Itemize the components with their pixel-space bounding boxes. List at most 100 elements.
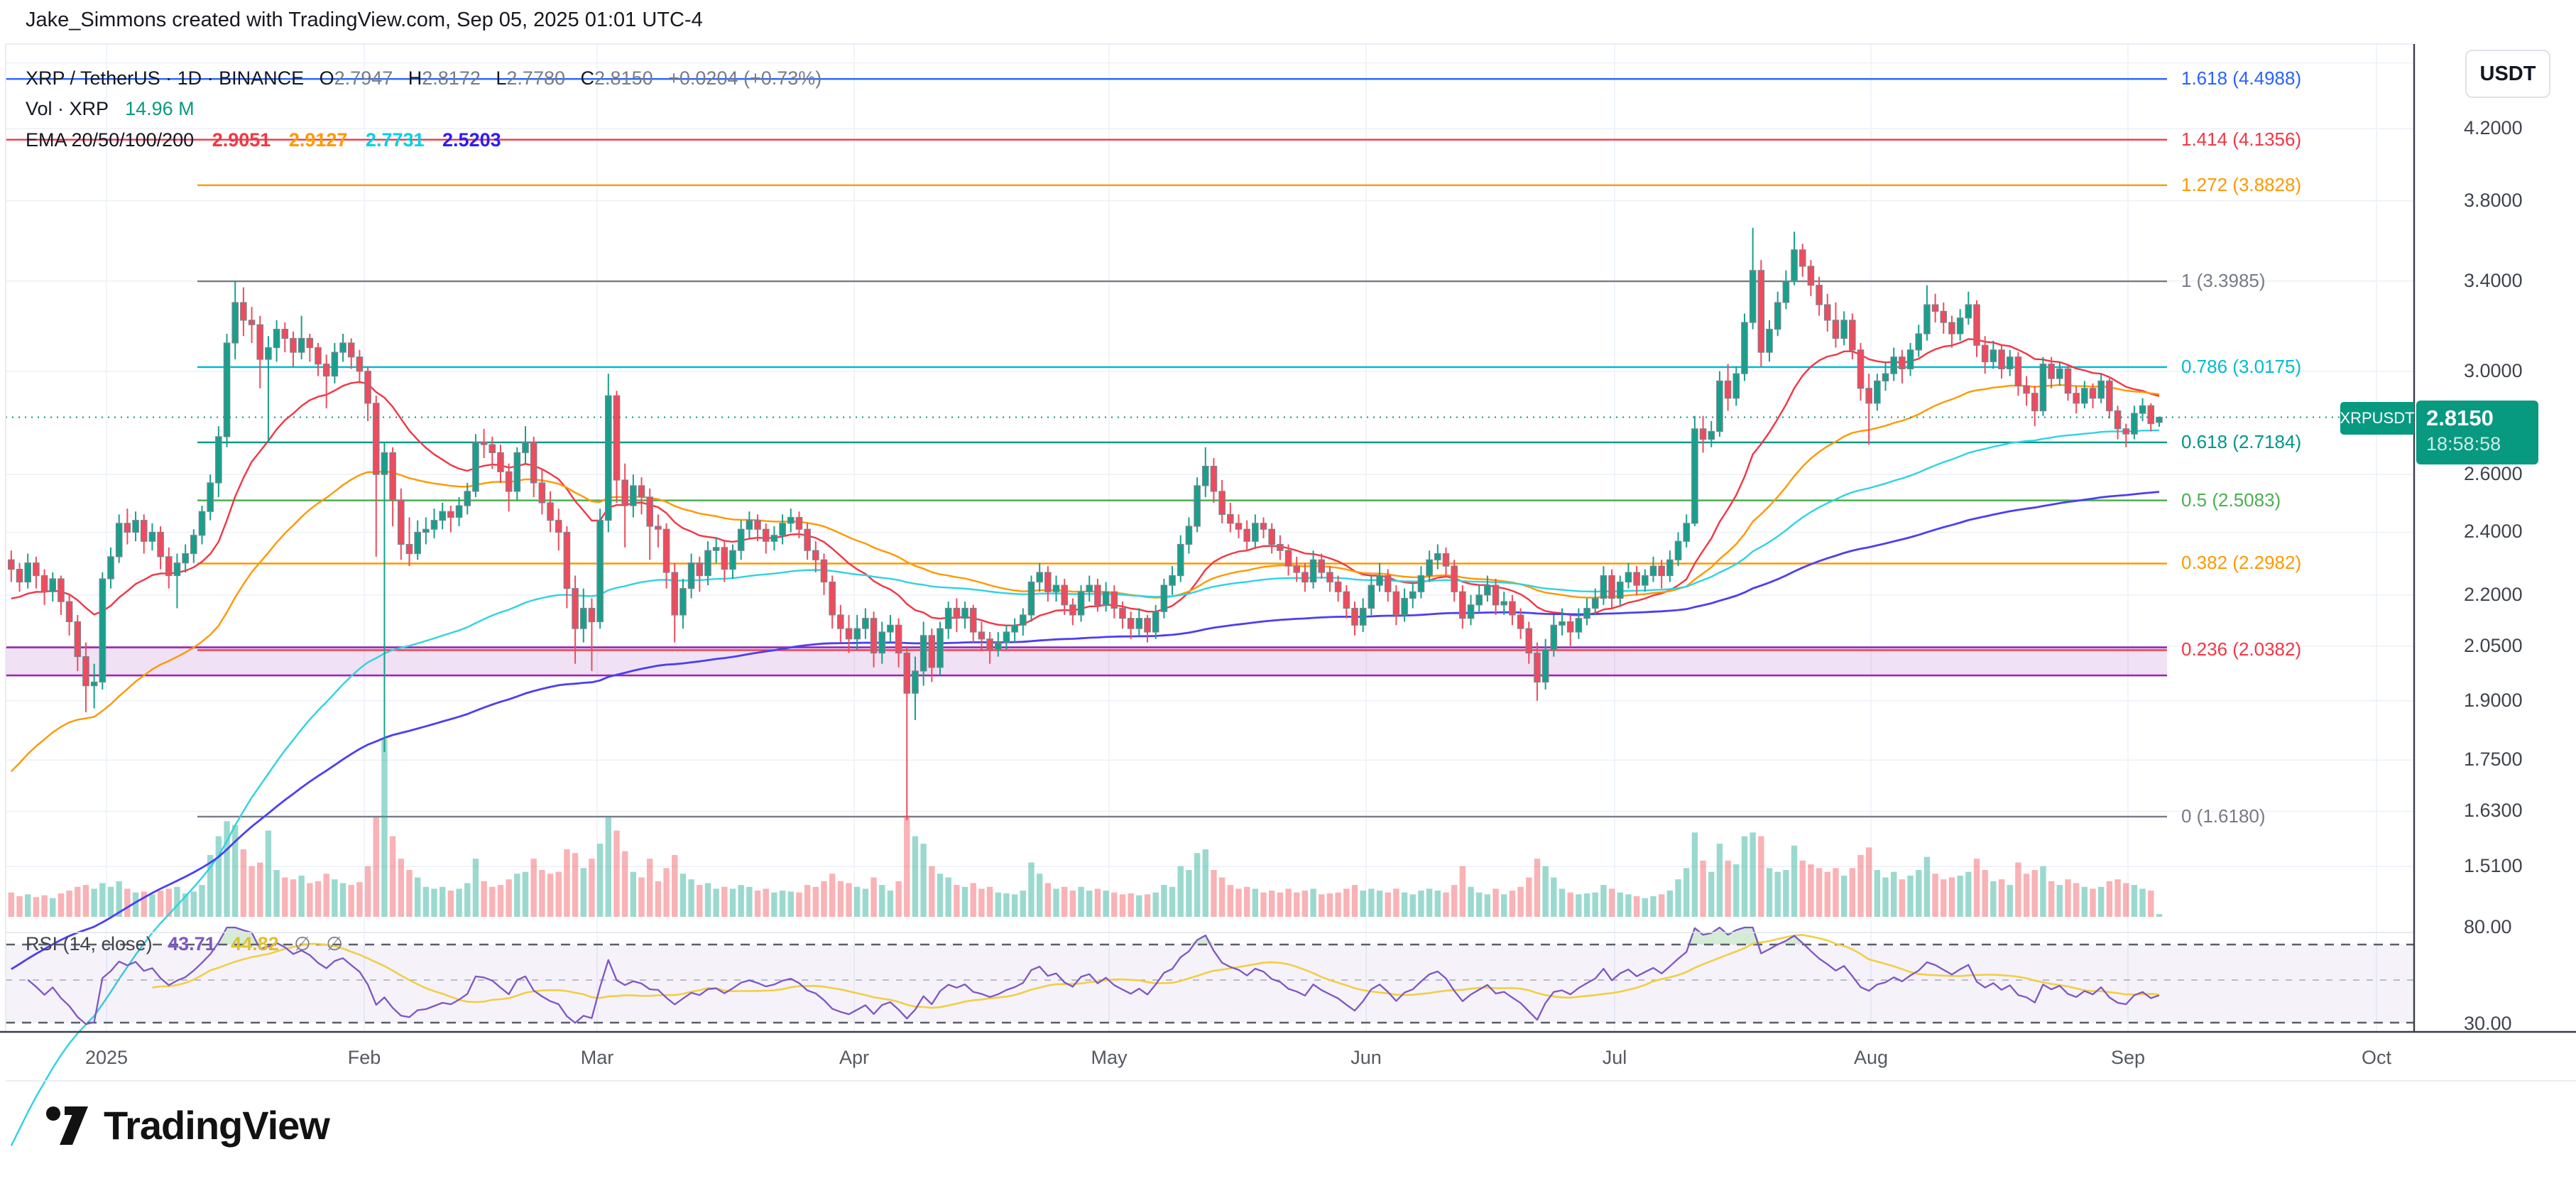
volume-bar bbox=[1319, 894, 1325, 917]
volume-bar bbox=[837, 881, 844, 917]
candle-body bbox=[1044, 572, 1052, 592]
volume-bar bbox=[174, 886, 180, 917]
fib-level-label-1.272: 1.272 (3.8828) bbox=[2181, 173, 2302, 195]
volume-bar bbox=[273, 870, 280, 917]
candle-body bbox=[829, 581, 836, 616]
price-axis-tick-3.0000: 3.0000 bbox=[2464, 359, 2523, 381]
volume-bar bbox=[364, 866, 371, 917]
candle-body bbox=[704, 550, 711, 577]
candle-body bbox=[588, 607, 596, 623]
candle-body bbox=[1832, 320, 1840, 339]
candle-body bbox=[1467, 604, 1475, 619]
candle-body bbox=[1484, 584, 1491, 596]
candle-body bbox=[1210, 465, 1218, 492]
tradingview-logo-icon bbox=[46, 1106, 88, 1145]
candle-body bbox=[256, 324, 264, 360]
candle-body bbox=[2147, 405, 2155, 425]
volume-bar bbox=[1036, 874, 1043, 917]
volume-bar bbox=[1941, 879, 1947, 917]
volume-bar bbox=[332, 879, 338, 917]
candle-body bbox=[646, 496, 653, 527]
candle-body bbox=[173, 562, 181, 577]
volume-bar bbox=[796, 892, 802, 917]
volume-bar bbox=[812, 886, 819, 917]
volume-bar bbox=[1468, 886, 1474, 917]
candle-body bbox=[1392, 591, 1400, 616]
volume-bar bbox=[406, 870, 413, 917]
candle-body bbox=[1110, 591, 1118, 609]
volume-bar bbox=[41, 895, 48, 917]
candle-body bbox=[1749, 270, 1757, 323]
volume-bar bbox=[1020, 891, 1026, 917]
volume-bar bbox=[2081, 886, 2088, 917]
candle-body bbox=[33, 562, 40, 577]
candle-body bbox=[1102, 591, 1110, 606]
open-value: 2.7947 bbox=[334, 67, 393, 89]
candle-body bbox=[2139, 405, 2146, 414]
rsi-axis-tick-80: 80.00 bbox=[2464, 916, 2512, 937]
volume-bar bbox=[821, 881, 827, 917]
candle-body bbox=[1052, 584, 1060, 592]
volume-bar bbox=[1260, 892, 1267, 917]
candle-body bbox=[1442, 553, 1450, 567]
volume-bar bbox=[25, 894, 31, 917]
candle-body bbox=[513, 452, 521, 492]
candle-body bbox=[430, 520, 438, 530]
candle-wick bbox=[2125, 423, 2127, 447]
volume-bar bbox=[149, 894, 155, 917]
time-axis-tick-2025: 2025 bbox=[84, 1047, 129, 1068]
volume-bar bbox=[58, 893, 65, 917]
candle-body bbox=[1368, 584, 1375, 609]
candle-body bbox=[1218, 491, 1226, 515]
rsi-line bbox=[27, 926, 2160, 1025]
time-axis-tick-Oct: Oct bbox=[2361, 1047, 2392, 1068]
volume-bar bbox=[1865, 847, 1872, 917]
candle-body bbox=[1027, 581, 1035, 616]
candle-body bbox=[1732, 373, 1740, 399]
candle-body bbox=[1890, 357, 1897, 374]
candle-body bbox=[1177, 543, 1184, 577]
volume-bar bbox=[655, 881, 662, 917]
volume-bar bbox=[290, 879, 297, 917]
candle-body bbox=[1882, 373, 1889, 382]
volume-bar bbox=[398, 859, 404, 917]
candle-body bbox=[994, 642, 1002, 651]
candle-body bbox=[489, 444, 496, 453]
candle-body bbox=[455, 505, 463, 518]
candle-body bbox=[787, 516, 795, 524]
fib-level-label-1.414: 1.414 (4.1356) bbox=[2181, 128, 2302, 150]
volume-bar bbox=[1990, 881, 1997, 917]
change-value: +0.0204 (+0.73%) bbox=[668, 67, 822, 89]
fib-level-label-0: 0 (1.6180) bbox=[2181, 805, 2266, 827]
candle-body bbox=[1086, 584, 1093, 592]
volume-bar bbox=[1857, 854, 1864, 917]
volume-bar bbox=[497, 885, 504, 917]
volume-bar bbox=[2015, 862, 2021, 917]
candle-body bbox=[16, 568, 23, 583]
volume-bar bbox=[373, 817, 379, 917]
last-price-value: 2.8150 bbox=[2426, 406, 2494, 430]
volume-bar bbox=[1011, 894, 1018, 917]
candle-body bbox=[944, 607, 952, 629]
volume-bar bbox=[1269, 891, 1275, 917]
candle-body bbox=[1534, 652, 1541, 682]
volume-bar bbox=[1824, 871, 1830, 917]
price-axis-tick-1.7500: 1.7500 bbox=[2464, 749, 2523, 771]
volume-bar bbox=[348, 885, 354, 917]
candle-body bbox=[240, 302, 247, 321]
candle-body bbox=[223, 342, 231, 437]
volume-bar bbox=[381, 739, 388, 917]
candle-wick bbox=[267, 336, 269, 442]
volume-bar bbox=[945, 877, 951, 917]
volume-bar bbox=[937, 874, 944, 917]
candle-body bbox=[1774, 302, 1781, 330]
candle-wick bbox=[176, 553, 178, 609]
time-axis-tick-Aug: Aug bbox=[1853, 1047, 1889, 1068]
volume-bar bbox=[1965, 871, 1972, 917]
tradingview-logo-text: TradingView bbox=[104, 1103, 330, 1148]
volume-bar bbox=[1741, 836, 1748, 917]
volume-bar bbox=[91, 888, 97, 917]
volume-bar bbox=[1128, 893, 1134, 917]
open-label: O bbox=[319, 67, 334, 89]
candle-wick bbox=[383, 442, 386, 752]
